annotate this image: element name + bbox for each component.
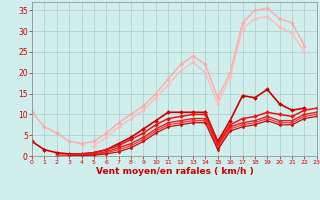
X-axis label: Vent moyen/en rafales ( km/h ): Vent moyen/en rafales ( km/h )	[96, 167, 253, 176]
